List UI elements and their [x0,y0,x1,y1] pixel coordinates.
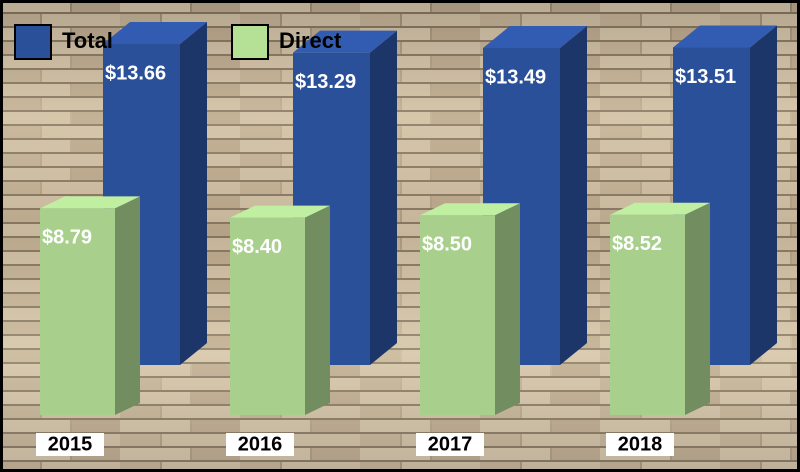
legend-swatch [14,24,52,60]
x-tick-label: 2015 [48,433,93,455]
value-label: $8.50 [422,234,472,256]
bar [420,215,495,415]
bar-side [560,25,587,366]
value-label: $8.79 [42,227,92,249]
bar-side [495,203,520,415]
legend-swatch [231,24,269,60]
bar-top [40,196,140,209]
x-tick-label: 2016 [238,433,283,455]
legend-label: Total [62,28,113,53]
value-label: $13.66 [105,62,166,84]
bar-side [115,196,140,415]
value-label: $13.51 [675,66,736,88]
bar [610,214,685,415]
bar-top [293,30,397,53]
x-tick-label: 2018 [618,433,663,455]
bar [230,217,305,415]
value-label: $13.29 [295,71,356,93]
bar-top [103,21,207,44]
bar-side [180,21,207,366]
bar-top [610,202,710,215]
category-box [36,433,104,456]
value-label: $13.49 [485,66,546,88]
legend-label: Direct [279,28,342,53]
bar-top [230,205,330,218]
bar-side [750,25,777,365]
value-label: $8.52 [612,233,662,255]
value-label: $8.40 [232,236,282,258]
bar-top [483,25,587,48]
bar-side [305,205,330,415]
bar-top [673,25,777,48]
bar [40,208,115,415]
x-tick-label: 2017 [428,433,473,455]
bar-side [685,202,710,415]
legend: Total Direct [14,24,342,60]
category-box [416,433,484,456]
bar-top [420,203,520,216]
category-box [226,433,294,456]
bar-side [370,30,397,366]
category-box [606,433,674,456]
